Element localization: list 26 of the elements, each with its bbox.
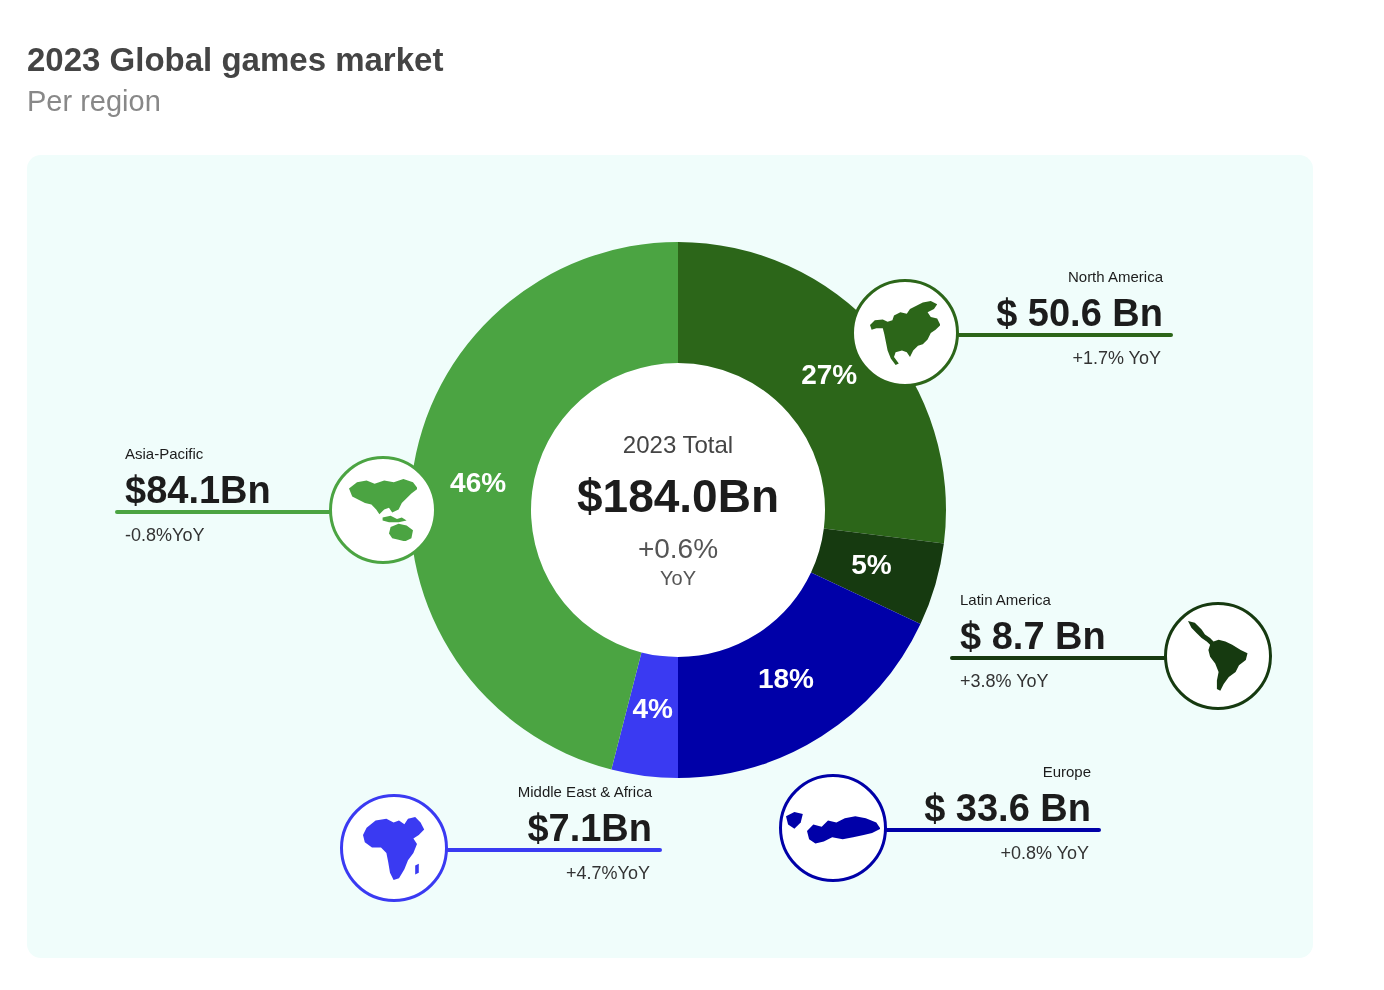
data-label: 46% [450,467,507,499]
slice-label: Middle East & Africa [517,783,652,801]
text: YoY [660,566,696,590]
slice-label: North America [1067,268,1163,286]
text: +3.8% YoY [960,670,1049,692]
text: $84.1Bn [125,468,271,513]
text: $ 50.6 Bn [996,291,1163,336]
text: +1.7% YoY [1072,347,1161,369]
text: $ 33.6 Bn [924,786,1091,831]
data-label: 4% [632,692,674,724]
data-label: 27% [801,359,858,391]
slice-label: Europe [1042,763,1091,781]
text: -0.8%YoY [125,524,205,546]
text: $ 8.7 Bn [960,614,1106,659]
chart-subtitle: Per region [27,83,161,119]
text: +0.6% [637,532,719,566]
text: +0.8% YoY [1000,842,1089,864]
chart-title: 2023 Global games market [27,40,444,80]
data-label: 5% [851,548,892,580]
slice-label: Latin America [960,591,1051,609]
data-label: 18% [757,662,815,694]
text: +4.7%YoY [566,862,650,884]
text: $184.0Bn [576,468,780,524]
slice-label: Asia-Pacific [125,445,204,463]
text: $7.1Bn [527,806,652,851]
text: 2023 Total [622,429,734,459]
